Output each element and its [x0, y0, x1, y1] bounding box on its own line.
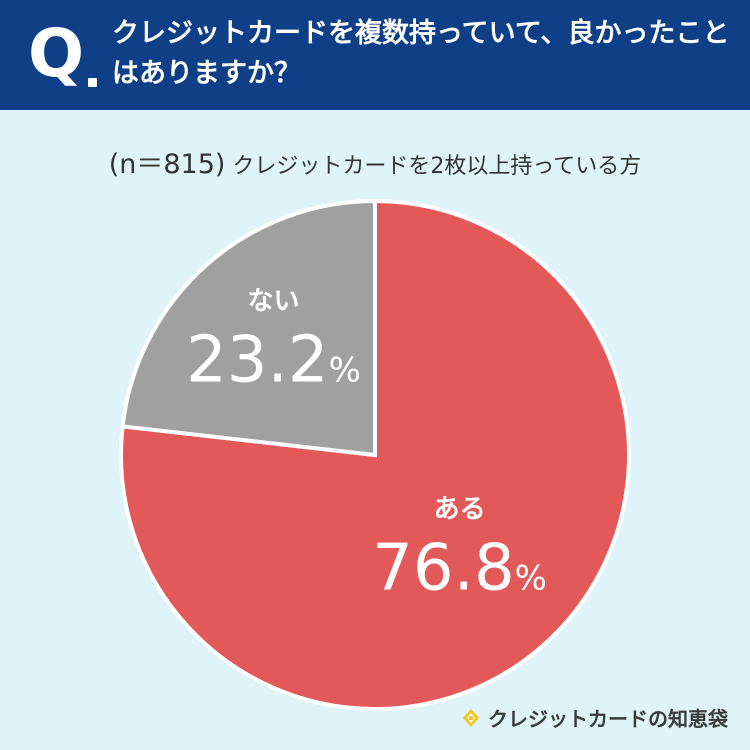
lightbulb-icon [463, 708, 479, 727]
q-mark: Q [28, 15, 85, 92]
slice-value: 23.2% [186, 323, 361, 397]
slice-label: ある [434, 495, 486, 525]
slice-value: 76.8% [372, 532, 547, 606]
brand-logo: クレジットカードの知恵袋 [460, 703, 728, 732]
q-dot [88, 78, 97, 87]
question-header: Q クレジットカードを複数持っていて、良かったことはありますか？ [0, 0, 750, 110]
sample-description: クレジットカードを2枚以上持っている方 [232, 154, 642, 179]
pie-slice-1 [119, 198, 631, 711]
brand-name: クレジットカードの知恵袋 [488, 707, 728, 731]
sample-size: (n＝815) [108, 149, 226, 180]
pie-slice-2 [120, 198, 377, 458]
question-text: クレジットカードを複数持っていて、良かったことはありますか？ [112, 18, 730, 89]
sample-caption: (n＝815) クレジットカードを2枚以上持っている方 [0, 142, 750, 181]
slice-label: ない [247, 286, 299, 316]
